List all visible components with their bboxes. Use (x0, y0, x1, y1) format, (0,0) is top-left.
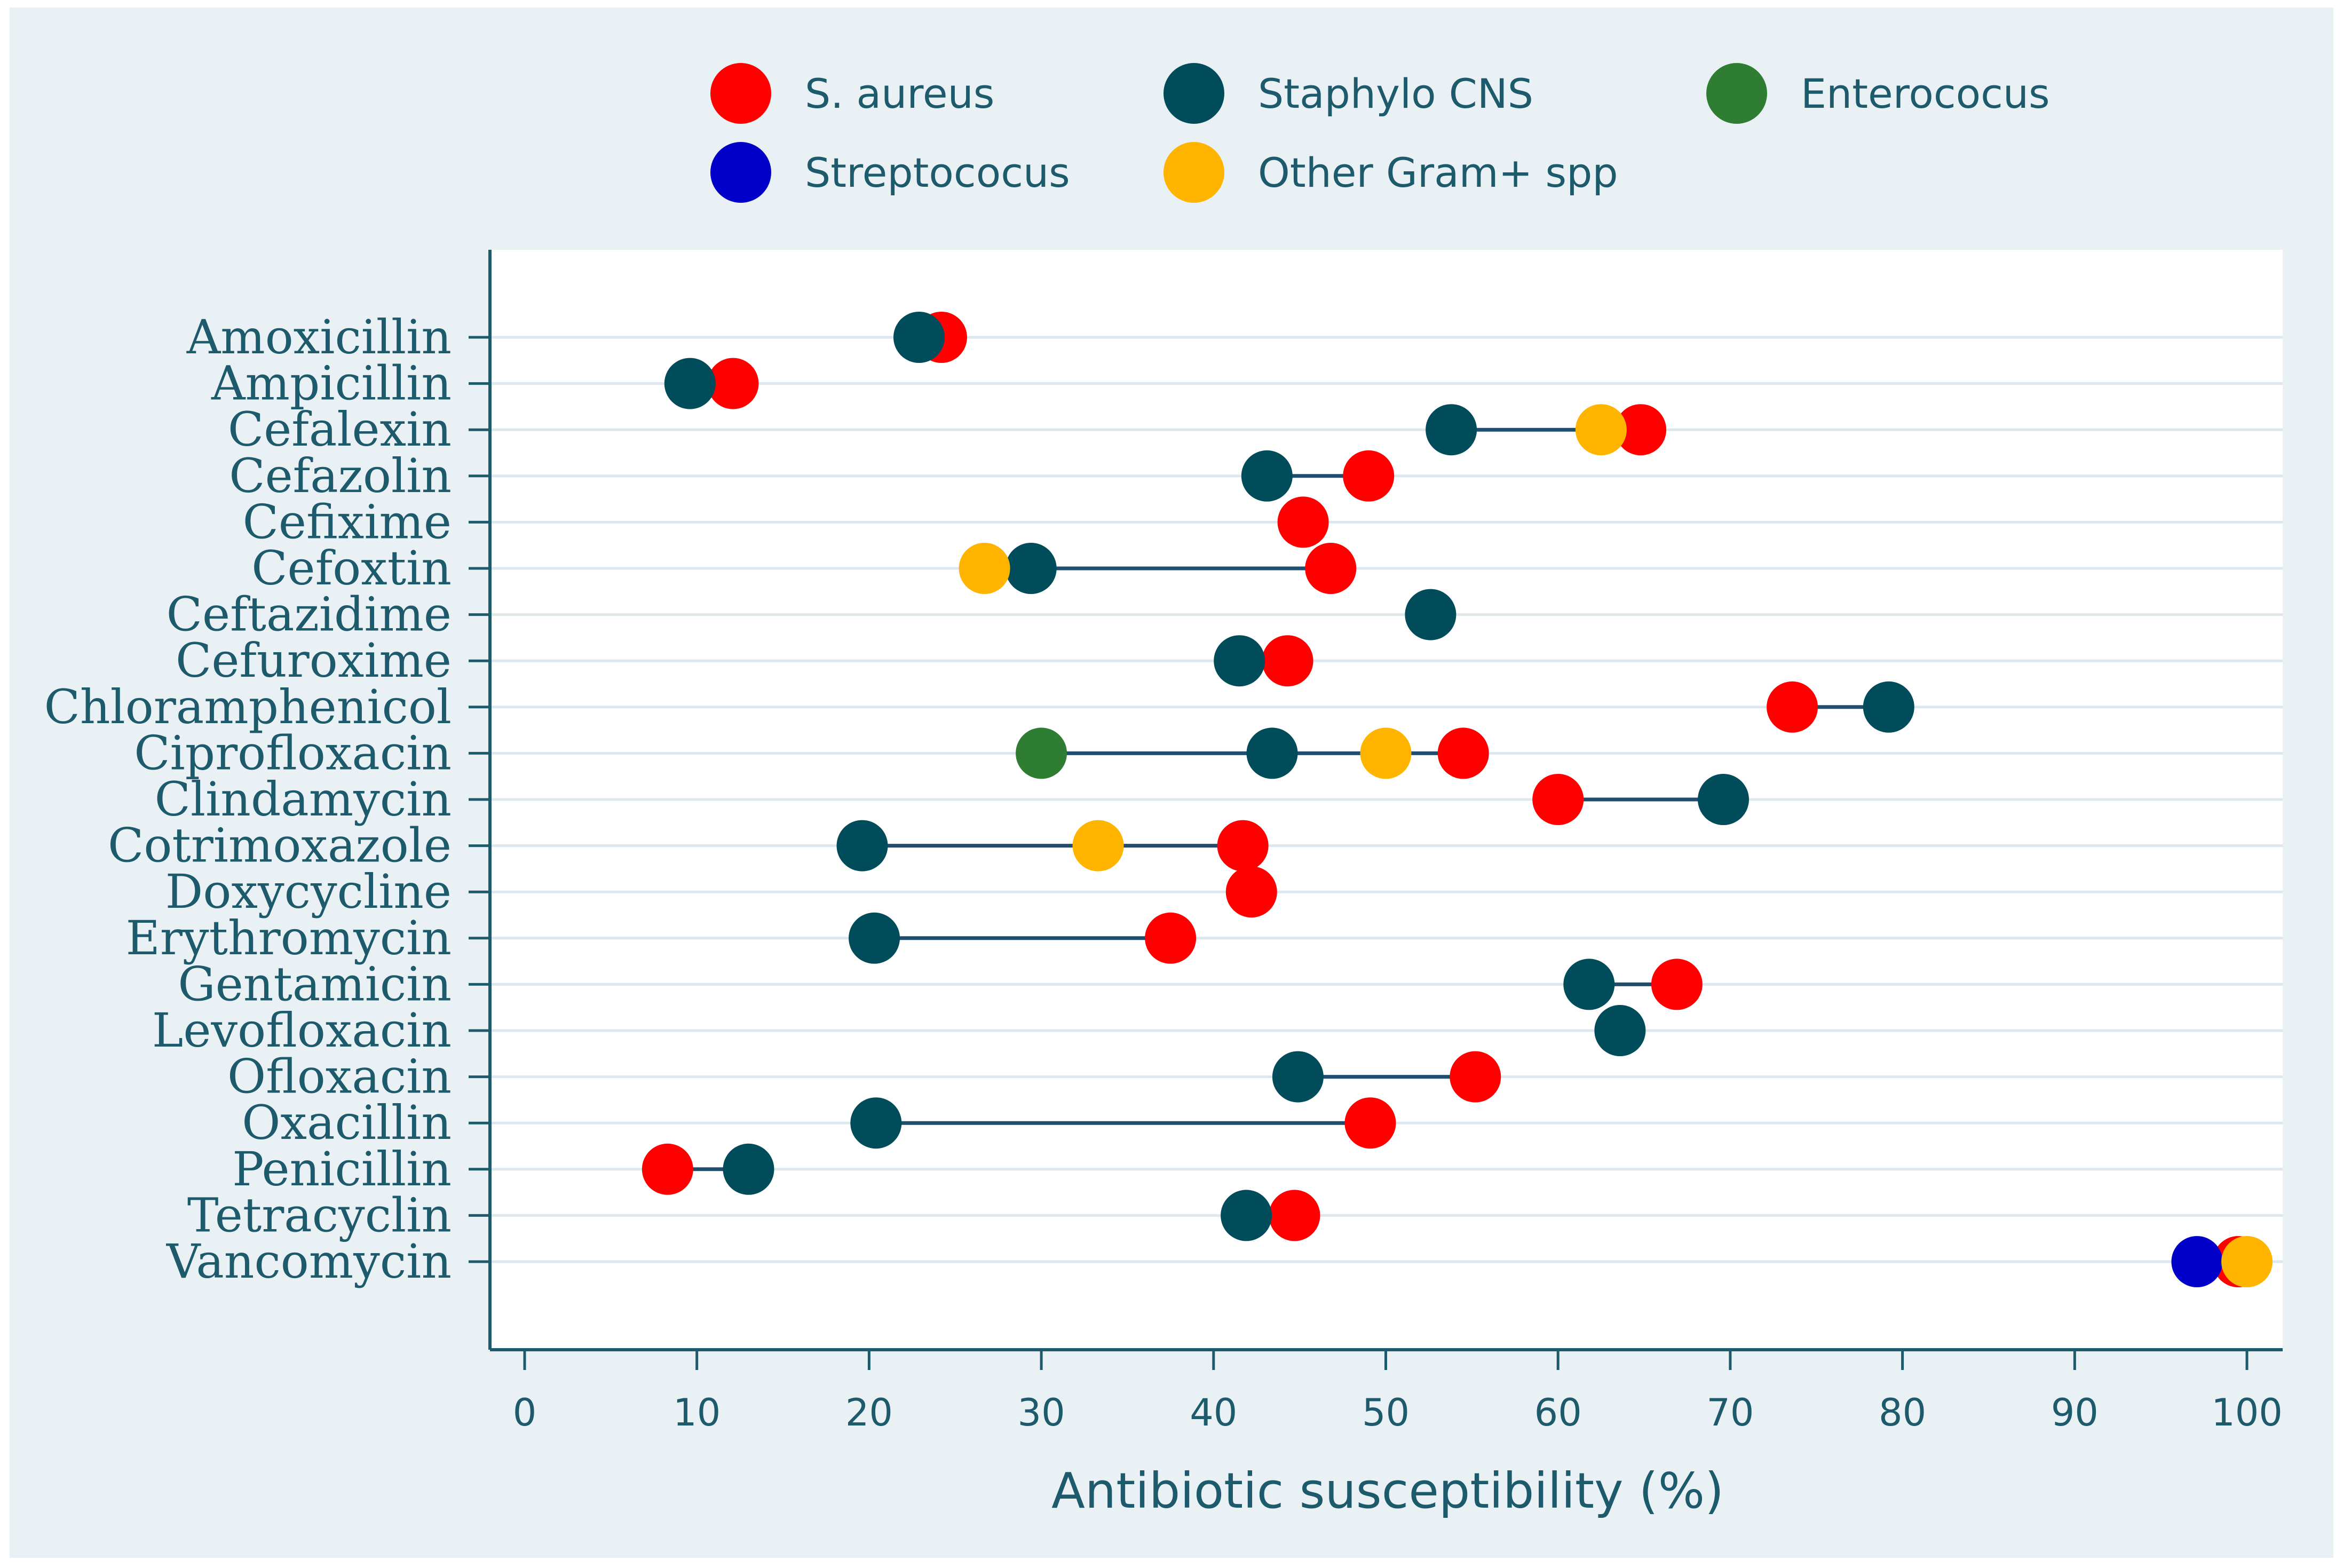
point-staphylo-cns (1241, 450, 1293, 502)
point-s-aureus (1344, 1097, 1396, 1149)
y-tick-label: Tetracyclin (187, 1187, 452, 1242)
x-tick-label: 20 (845, 1391, 893, 1435)
legend-marker-streptococus (710, 142, 771, 203)
point-s-aureus (1343, 450, 1395, 502)
point-s-aureus (1437, 727, 1489, 779)
y-tick-label: Clindamycin (155, 772, 452, 827)
x-tick-label: 50 (1362, 1391, 1410, 1435)
point-s-aureus (1225, 866, 1277, 918)
legend: S. aureus Staphylo CNS Enterococus Streptoc… (710, 63, 2050, 203)
y-tick-label: Vancomycin (166, 1234, 452, 1289)
point-s-aureus (1305, 543, 1357, 594)
point-other-gram-spp (959, 543, 1010, 594)
legend-marker-other-gram-spp (1163, 142, 1224, 203)
point-s-aureus (642, 1143, 693, 1195)
y-tick-label: Levofloxacin (152, 1003, 452, 1058)
legend-label-enterococus: Enterococus (1801, 70, 2050, 117)
point-staphylo-cns (1221, 1190, 1272, 1241)
point-s-aureus (1450, 1051, 1501, 1103)
point-s-aureus (1262, 635, 1313, 687)
point-staphylo-cns (850, 1097, 902, 1149)
point-staphylo-cns (1405, 589, 1457, 640)
x-tick-label: 30 (1018, 1391, 1065, 1435)
point-staphylo-cns (1563, 959, 1615, 1010)
y-ticks: AmoxicillinAmpicillinCefalexinCefazolinC… (44, 310, 490, 1289)
y-tick-label: Ceftazidime (167, 587, 452, 642)
point-staphylo-cns (664, 358, 716, 409)
point-other-gram-spp (1072, 820, 1124, 872)
x-tick-label: 100 (2211, 1391, 2283, 1435)
point-staphylo-cns (1697, 774, 1749, 825)
point-staphylo-cns (1863, 681, 1914, 733)
y-tick-label: Cefuroxime (176, 633, 452, 688)
point-staphylo-cns (1426, 404, 1477, 456)
y-tick-label: Cotrimoxazole (108, 818, 452, 873)
x-tick-label: 60 (1534, 1391, 1582, 1435)
point-s-aureus (1532, 774, 1584, 825)
legend-marker-s-aureus (710, 63, 771, 124)
x-tick-label: 0 (513, 1391, 537, 1435)
y-tick-label: Cefixime (243, 494, 452, 549)
point-staphylo-cns (849, 912, 900, 964)
point-s-aureus (1145, 912, 1197, 964)
y-tick-label: Cefalexin (228, 402, 452, 457)
point-s-aureus (1615, 404, 1667, 456)
x-tick-label: 10 (673, 1391, 721, 1435)
x-tick-label: 90 (2051, 1391, 2099, 1435)
point-s-aureus (1217, 820, 1269, 872)
point-other-gram-spp (1360, 727, 1412, 779)
legend-label-staphylo-cns: Staphylo CNS (1258, 70, 1533, 117)
point-staphylo-cns (1005, 543, 1057, 594)
legend-marker-staphylo-cns (1163, 63, 1224, 124)
point-other-gram-spp (1575, 404, 1627, 456)
data-points (642, 312, 2273, 1287)
point-s-aureus (1277, 496, 1329, 548)
point-enterococus (1016, 727, 1067, 779)
point-s-aureus (707, 358, 759, 409)
point-staphylo-cns (1246, 727, 1298, 779)
legend-label-other-gram-spp: Other Gram+ spp (1258, 149, 1618, 196)
legend-marker-enterococus (1706, 63, 1767, 124)
y-tick-label: Penicillin (232, 1142, 452, 1197)
point-staphylo-cns (1594, 1005, 1646, 1056)
y-tick-label: Erythromycin (126, 910, 452, 965)
point-staphylo-cns (1272, 1051, 1324, 1103)
point-s-aureus (1651, 959, 1703, 1010)
point-s-aureus (1767, 681, 1818, 733)
x-ticks: 0 10 20 30 40 50 60 70 80 90 100 (513, 1350, 2283, 1435)
x-axis-title: Antibiotic susceptibility (%) (1051, 1462, 1724, 1519)
point-staphylo-cns (893, 312, 945, 363)
y-tick-label: Amoxicillin (186, 310, 452, 365)
y-tick-label: Ampicillin (211, 356, 452, 411)
y-tick-label: Gentamicin (178, 956, 452, 1011)
legend-label-streptococus: Streptococus (805, 149, 1070, 196)
point-s-aureus (1269, 1190, 1320, 1241)
y-tick-label: Chloramphenicol (44, 679, 452, 734)
y-tick-label: Oxacillin (242, 1095, 452, 1150)
point-staphylo-cns (1214, 635, 1265, 687)
point-staphylo-cns (836, 820, 888, 872)
y-tick-label: Doxycycline (165, 864, 452, 919)
legend-label-s-aureus: S. aureus (805, 70, 994, 117)
y-tick-label: Ofloxacin (227, 1049, 452, 1104)
point-streptococus (2171, 1236, 2223, 1287)
point-other-gram-spp (2221, 1236, 2273, 1287)
y-tick-label: Cefazolin (229, 448, 452, 503)
y-tick-label: Cefoxtin (251, 541, 452, 596)
y-tick-label: Ciprofloxacin (134, 725, 452, 780)
x-tick-label: 70 (1706, 1391, 1754, 1435)
x-tick-label: 80 (1879, 1391, 1926, 1435)
point-staphylo-cns (723, 1143, 774, 1195)
x-tick-label: 40 (1190, 1391, 1237, 1435)
